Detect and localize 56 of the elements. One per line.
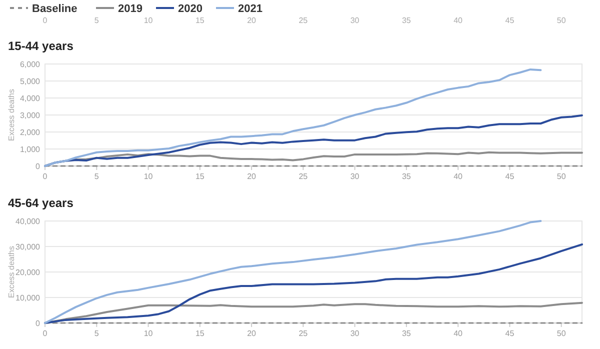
x2-tick-label: 0 — [42, 172, 48, 181]
x-tick-label: 45 — [505, 329, 515, 338]
chart-title: 45-64 years — [8, 196, 74, 210]
legend-label: 2019 — [118, 3, 142, 15]
x-tick-label: 25 — [298, 329, 308, 338]
x-tick-label: 45 — [505, 16, 515, 25]
x-tick-label: 40 — [454, 329, 464, 338]
x-tick-label: 20 — [247, 16, 257, 25]
y-tick-label: 20,000 — [16, 268, 41, 277]
x-tick-label: 10 — [144, 16, 154, 25]
x-tick-label: 30 — [350, 329, 360, 338]
y-axis-title: Excess deaths — [7, 246, 16, 298]
x2-tick-label: 15 — [195, 172, 205, 181]
line-series — [44, 243, 583, 324]
y-tick-label: 10,000 — [16, 294, 41, 302]
x-tick-label: 10 — [144, 329, 154, 338]
x-tick-label: 35 — [402, 16, 412, 25]
y-tick-label: 1,000 — [20, 145, 41, 154]
x-tick-label: 30 — [350, 16, 360, 25]
x2-tick-label: 40 — [454, 172, 464, 181]
x-tick-label: 20 — [247, 329, 257, 338]
x-tick-label: 50 — [556, 329, 566, 338]
x2-tick-label: 30 — [350, 172, 360, 181]
line-series — [44, 220, 542, 324]
x-tick-label: 5 — [94, 16, 100, 25]
line-series — [44, 68, 542, 167]
x2-tick-label: 50 — [556, 172, 566, 181]
x-tick-label: 0 — [42, 16, 48, 25]
legend-label: 2021 — [238, 3, 262, 15]
x-tick-label: 0 — [42, 329, 48, 338]
x-tick-label: 5 — [94, 329, 100, 338]
x2-tick-label: 35 — [402, 172, 412, 181]
y-tick-label: 30,000 — [16, 242, 41, 252]
y-tick-label: 40,000 — [16, 217, 41, 226]
y-tick-label: 4,000 — [20, 94, 41, 103]
y-tick-label: 0 — [36, 162, 41, 171]
legend-label: 2020 — [178, 3, 202, 15]
x-tick-label: 50 — [556, 16, 566, 25]
y-tick-label: 5,000 — [20, 77, 41, 86]
x2-tick-label: 5 — [94, 172, 100, 181]
x-tick-label: 35 — [402, 329, 412, 338]
y-tick-label: 2,000 — [20, 128, 41, 137]
x2-tick-label: 10 — [144, 172, 154, 181]
y-tick-label: 0 — [36, 319, 41, 328]
x-tick-label: 25 — [298, 16, 308, 25]
chart-title: 15-44 years — [8, 39, 74, 53]
x2-tick-label: 25 — [298, 172, 308, 181]
x-tick-label: 15 — [195, 16, 205, 25]
y-axis-title: Excess deaths — [7, 88, 16, 142]
x-tick-label: 40 — [454, 16, 464, 25]
y-tick-label: 6,000 — [20, 60, 41, 69]
x-tick-label: 15 — [195, 329, 205, 338]
legend-label: Baseline — [32, 3, 78, 15]
x2-tick-label: 20 — [247, 172, 257, 181]
y-tick-label: 3,000 — [20, 111, 41, 120]
x2-tick-label: 45 — [505, 172, 515, 181]
